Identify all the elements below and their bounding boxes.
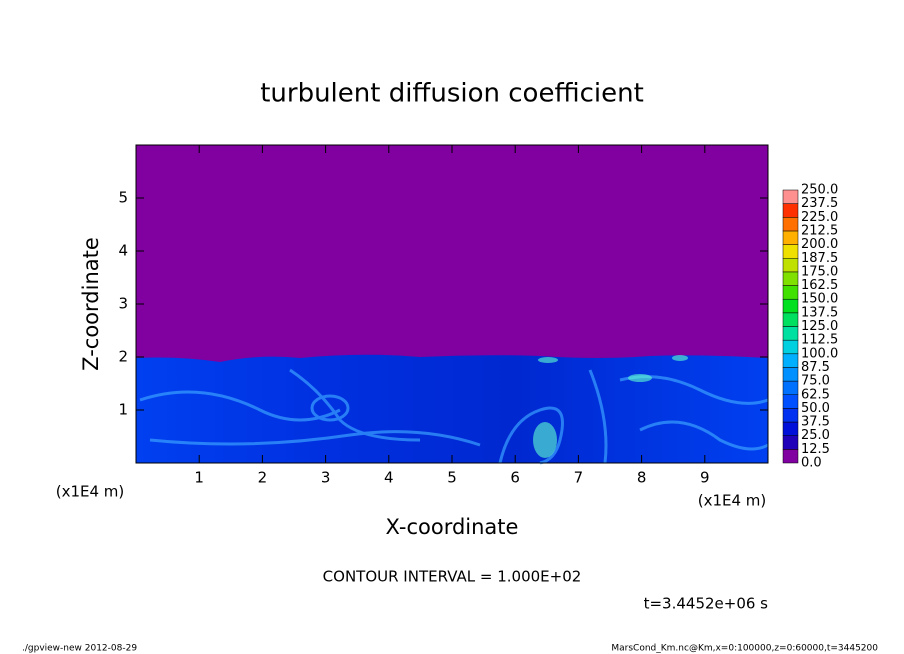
contour-interval: CONTOUR INTERVAL = 1.000E+02 — [323, 568, 582, 586]
colorbar-label: 250.0 — [801, 183, 838, 198]
colorbar-cell — [782, 380, 799, 396]
colorbar-cell — [782, 230, 799, 245]
field — [136, 145, 769, 465]
colorbar-label: 25.0 — [801, 428, 830, 443]
y-tick-label: 4 — [118, 242, 128, 260]
y-axis-label: Z-coordinate — [79, 237, 103, 371]
x-tick-label: 6 — [510, 469, 520, 487]
x-axis-label: X-coordinate — [386, 515, 519, 539]
colorbar-label: 62.5 — [801, 387, 830, 402]
colorbar-label: 0.0 — [801, 456, 822, 471]
colorbar-label: 150.0 — [801, 292, 838, 307]
y-tick-label: 5 — [118, 189, 128, 207]
colorbar-cell — [782, 189, 799, 204]
y-tick-label: 2 — [118, 348, 128, 366]
field-lower — [136, 354, 768, 463]
colorbar-cell — [782, 258, 799, 273]
y-tick-label: 1 — [118, 401, 128, 419]
x-tick-label: 1 — [194, 469, 204, 487]
colorbar-label: 200.0 — [801, 237, 838, 252]
footer-right: MarsCond_Km.nc@Km,x=0:100000,z=0:60000,t… — [611, 644, 878, 654]
colorbar-cell — [782, 326, 799, 341]
colorbar-cell — [782, 203, 799, 218]
chart-title: turbulent diffusion coefficient — [260, 79, 644, 109]
colorbar-label: 87.5 — [801, 360, 830, 375]
x-tick-label: 4 — [384, 469, 394, 487]
colorbar-label: 75.0 — [801, 374, 830, 389]
colorbar-label: 137.5 — [801, 305, 838, 320]
colorbar-label: 12.5 — [801, 442, 830, 457]
colorbar-cell — [782, 367, 799, 382]
colorbar-cell — [782, 408, 799, 423]
colorbar-cell — [782, 217, 799, 232]
colorbar-cell — [782, 271, 799, 286]
colorbar-cell — [782, 312, 799, 327]
colorbar-label: 37.5 — [801, 415, 830, 430]
colorbar-label: 100.0 — [801, 346, 838, 361]
x-unit-right: (x1E4 m) — [698, 492, 767, 510]
x-unit-left: (x1E4 m) — [56, 483, 125, 501]
colorbar-label: 112.5 — [801, 333, 838, 348]
colorbar-label: 237.5 — [801, 196, 838, 211]
x-tick-label: 7 — [574, 469, 584, 487]
colorbar-label: 212.5 — [801, 223, 838, 238]
colorbar-cell — [782, 298, 799, 314]
colorbar-cell — [782, 244, 799, 259]
colorbar-cell — [782, 394, 799, 409]
colorbar-label: 162.5 — [801, 278, 838, 293]
x-tick-label: 3 — [321, 469, 331, 487]
x-tick-label: 5 — [447, 469, 457, 487]
x-tick-label: 2 — [258, 469, 268, 487]
field-hotspots — [533, 355, 688, 458]
colorbar-cell — [782, 339, 799, 355]
colorbar-label: 187.5 — [801, 251, 838, 266]
colorbar-label: 125.0 — [801, 319, 838, 334]
colorbar-label: 225.0 — [801, 210, 838, 225]
colorbar-label: 50.0 — [801, 401, 830, 416]
axes — [136, 145, 768, 463]
x-tick-label: 9 — [700, 469, 710, 487]
footer-left: ./gpview-new 2012-08-29 — [22, 644, 137, 654]
colorbar-label: 175.0 — [801, 264, 838, 279]
time-label: t=3.4452e+06 s — [644, 595, 769, 613]
colorbar-cell — [782, 449, 799, 464]
y-tick-label: 3 — [118, 295, 128, 313]
x-tick-label: 8 — [637, 469, 647, 487]
colorbar-cell — [782, 421, 799, 436]
colorbar-cell — [782, 353, 799, 368]
colorbar-cell — [782, 435, 799, 450]
colorbar-cell — [782, 285, 799, 300]
